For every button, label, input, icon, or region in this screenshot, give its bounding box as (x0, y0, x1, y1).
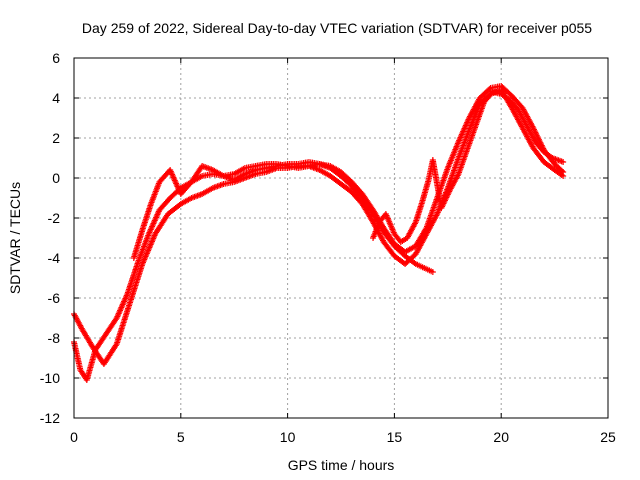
y-tick-label: 6 (52, 50, 60, 66)
y-tick-label: 2 (52, 130, 60, 146)
y-tick-label: -4 (48, 250, 61, 266)
y-axis-title: SDTVAR / TECUs (7, 182, 23, 294)
x-tick-label: 0 (70, 429, 78, 445)
y-tick-label: -6 (48, 290, 61, 306)
x-axis-title: GPS time / hours (288, 457, 395, 473)
y-tick-label: -10 (40, 370, 60, 386)
y-tick-label: -12 (40, 410, 60, 426)
series-track-4 (370, 89, 567, 245)
x-tick-label: 5 (177, 429, 185, 445)
y-tick-label: 0 (52, 170, 60, 186)
data-points (71, 83, 567, 383)
data-point (429, 269, 436, 275)
interp-mark (411, 260, 418, 266)
interp-mark (422, 226, 429, 233)
y-tick-label: 4 (52, 90, 60, 106)
chart-title: Day 259 of 2022, Sidereal Day-to-day VTE… (82, 20, 592, 36)
series-track-3 (130, 161, 436, 275)
grid (74, 58, 608, 418)
y-tick-label: -2 (48, 210, 61, 226)
plot-frame (73, 57, 609, 419)
x-tick-label: 25 (600, 429, 616, 445)
x-tick-label: 10 (280, 429, 296, 445)
axis-ticks: 0 5 10 15 20 25 -12 -10 -8 -6 -4 -2 0 2 4 6 (40, 50, 616, 445)
data-point (560, 159, 567, 165)
x-tick-label: 15 (387, 429, 403, 445)
interp-mark (558, 167, 565, 174)
data-point (560, 169, 567, 175)
y-tick-label: -8 (48, 330, 61, 346)
x-tick-label: 20 (493, 429, 509, 445)
